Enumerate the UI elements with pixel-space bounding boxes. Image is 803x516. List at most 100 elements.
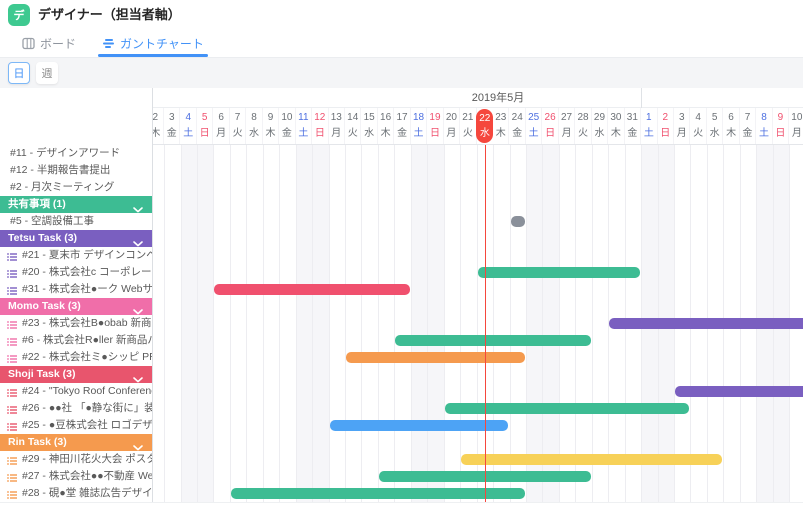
day-cell: 21 火 bbox=[460, 108, 477, 144]
task-row[interactable]: #12 - 半期報告書提出 bbox=[0, 162, 152, 179]
gantt-bar[interactable] bbox=[609, 318, 803, 329]
task-row[interactable]: #20 - 株式会社c コーポレートサイトデ... bbox=[0, 264, 152, 281]
gantt-bar[interactable] bbox=[477, 267, 641, 278]
chevron-down-icon[interactable] bbox=[133, 236, 143, 247]
task-label: #2 - 月次ミーティング bbox=[10, 181, 115, 193]
gridline bbox=[361, 145, 363, 502]
chevron-down-icon[interactable] bbox=[133, 202, 143, 213]
title-bar: デ デザイナー（担当者軸） bbox=[0, 0, 803, 30]
gridline bbox=[229, 145, 231, 502]
task-list-icon bbox=[7, 336, 17, 349]
section-row[interactable]: 共有事項 (1) bbox=[0, 196, 152, 213]
gridline bbox=[262, 145, 264, 502]
gridline bbox=[476, 145, 478, 502]
task-row[interactable]: #6 - 株式会社R●ller 新商品パッケージデ... bbox=[0, 332, 152, 349]
gantt-bar[interactable] bbox=[675, 386, 803, 397]
task-row[interactable]: #11 - デザインアワード bbox=[0, 145, 152, 162]
task-row[interactable]: #27 - 株式会社●●不動産 Web広告デザイン bbox=[0, 468, 152, 485]
gridline bbox=[246, 145, 248, 502]
day-cell: 23 木 bbox=[493, 108, 510, 144]
task-row[interactable]: #31 - 株式会社●ーク Webサイトグラフ... bbox=[0, 281, 152, 298]
tab-bar: ボード ガントチャート bbox=[0, 30, 803, 58]
gridline bbox=[427, 145, 429, 502]
day-cell: 14 火 bbox=[345, 108, 362, 144]
weekend-shade bbox=[525, 145, 543, 502]
task-list-icon bbox=[7, 472, 17, 485]
section-row[interactable]: Tetsu Task (3) bbox=[0, 230, 152, 247]
timeline: 2019年5月 2木3金4土5日6月7火8水9木10金11土12日13月14火1… bbox=[152, 88, 803, 502]
gridline bbox=[279, 145, 281, 502]
day-cell: 19 日 bbox=[427, 108, 444, 144]
day-cell: 28 火 bbox=[575, 108, 592, 144]
month-row: 2019年5月 bbox=[153, 88, 803, 108]
tab-label: ボード bbox=[40, 37, 77, 51]
tab-gantt[interactable]: ガントチャート bbox=[98, 30, 208, 57]
day-scale-button[interactable]: 日 bbox=[8, 62, 30, 84]
app-icon: デ bbox=[8, 4, 30, 26]
task-label: #12 - 半期報告書提出 bbox=[10, 164, 111, 176]
task-row[interactable]: #25 - ●豆株式会社 ロゴデザイン bbox=[0, 417, 152, 434]
task-label: #25 - ●豆株式会社 ロゴデザイン bbox=[22, 419, 152, 431]
gantt-bar[interactable] bbox=[214, 284, 410, 295]
chevron-down-icon[interactable] bbox=[133, 304, 143, 315]
day-cell: 24 金 bbox=[510, 108, 526, 144]
day-cell: 17 金 bbox=[394, 108, 411, 144]
gantt-bar[interactable] bbox=[230, 488, 525, 499]
gridline bbox=[328, 145, 330, 502]
gantt-bar[interactable] bbox=[346, 352, 525, 363]
section-row[interactable]: Shoji Task (3) bbox=[0, 366, 152, 383]
gantt-bar[interactable] bbox=[444, 403, 690, 414]
gantt-chart: #11 - デザインアワード #12 - 半期報告書提出 #2 - 月次ミーティング… bbox=[0, 88, 803, 503]
gridline bbox=[196, 145, 198, 502]
task-row[interactable]: #5 - 空調設備工事 bbox=[0, 213, 152, 230]
task-row[interactable]: #29 - 神田川花火大会 ポスター制作 bbox=[0, 451, 152, 468]
task-row[interactable]: #2 - 月次ミーティング bbox=[0, 179, 152, 196]
gantt-bar[interactable] bbox=[461, 454, 723, 465]
section-row[interactable]: Rin Task (3) bbox=[0, 434, 152, 451]
board-icon bbox=[22, 37, 35, 50]
task-row[interactable]: #26 - ●●社 「●静な街に」装丁デザイン bbox=[0, 400, 152, 417]
month-label: 2019年5月 bbox=[471, 92, 525, 104]
weekend-shade bbox=[542, 145, 559, 502]
task-row[interactable]: #22 - 株式会社ミ●シッピ PRポスター制作 bbox=[0, 349, 152, 366]
task-row[interactable]: #21 - 夏末市 デザインコンペ bbox=[0, 247, 152, 264]
gridline bbox=[493, 145, 495, 502]
task-label: #6 - 株式会社R●ller 新商品パッケージデ... bbox=[22, 334, 152, 346]
week-scale-button[interactable]: 週 bbox=[36, 62, 58, 84]
day-cell: 11 土 bbox=[296, 108, 313, 144]
task-row[interactable]: #28 - 硯●堂 雑誌広告デザイン bbox=[0, 485, 152, 502]
gridline bbox=[345, 145, 346, 502]
day-cell: 16 木 bbox=[378, 108, 395, 144]
task-list-icon bbox=[7, 455, 17, 468]
gantt-bar[interactable] bbox=[329, 420, 509, 431]
chart-body bbox=[153, 145, 803, 502]
page-title: デザイナー（担当者軸） bbox=[38, 7, 181, 22]
gantt-bar[interactable] bbox=[510, 216, 525, 227]
task-list-icon bbox=[7, 319, 17, 332]
chevron-down-icon[interactable] bbox=[133, 372, 143, 383]
task-label: #22 - 株式会社ミ●シッピ PRポスター制作 bbox=[22, 351, 152, 363]
gantt-bar[interactable] bbox=[395, 335, 591, 346]
gridline bbox=[295, 145, 297, 502]
tab-board[interactable]: ボード bbox=[20, 30, 78, 57]
section-label: Momo Task (3) bbox=[8, 300, 81, 312]
section-row[interactable]: Momo Task (3) bbox=[0, 298, 152, 315]
gridline bbox=[525, 145, 527, 502]
gridline bbox=[591, 145, 593, 502]
task-row[interactable]: #23 - 株式会社B●obab 新商品ポスター... bbox=[0, 315, 152, 332]
task-row[interactable]: #24 - "Tokyo Roof Conference" ポスター... bbox=[0, 383, 152, 400]
task-list-icon bbox=[7, 404, 17, 417]
chevron-down-icon[interactable] bbox=[133, 440, 143, 451]
